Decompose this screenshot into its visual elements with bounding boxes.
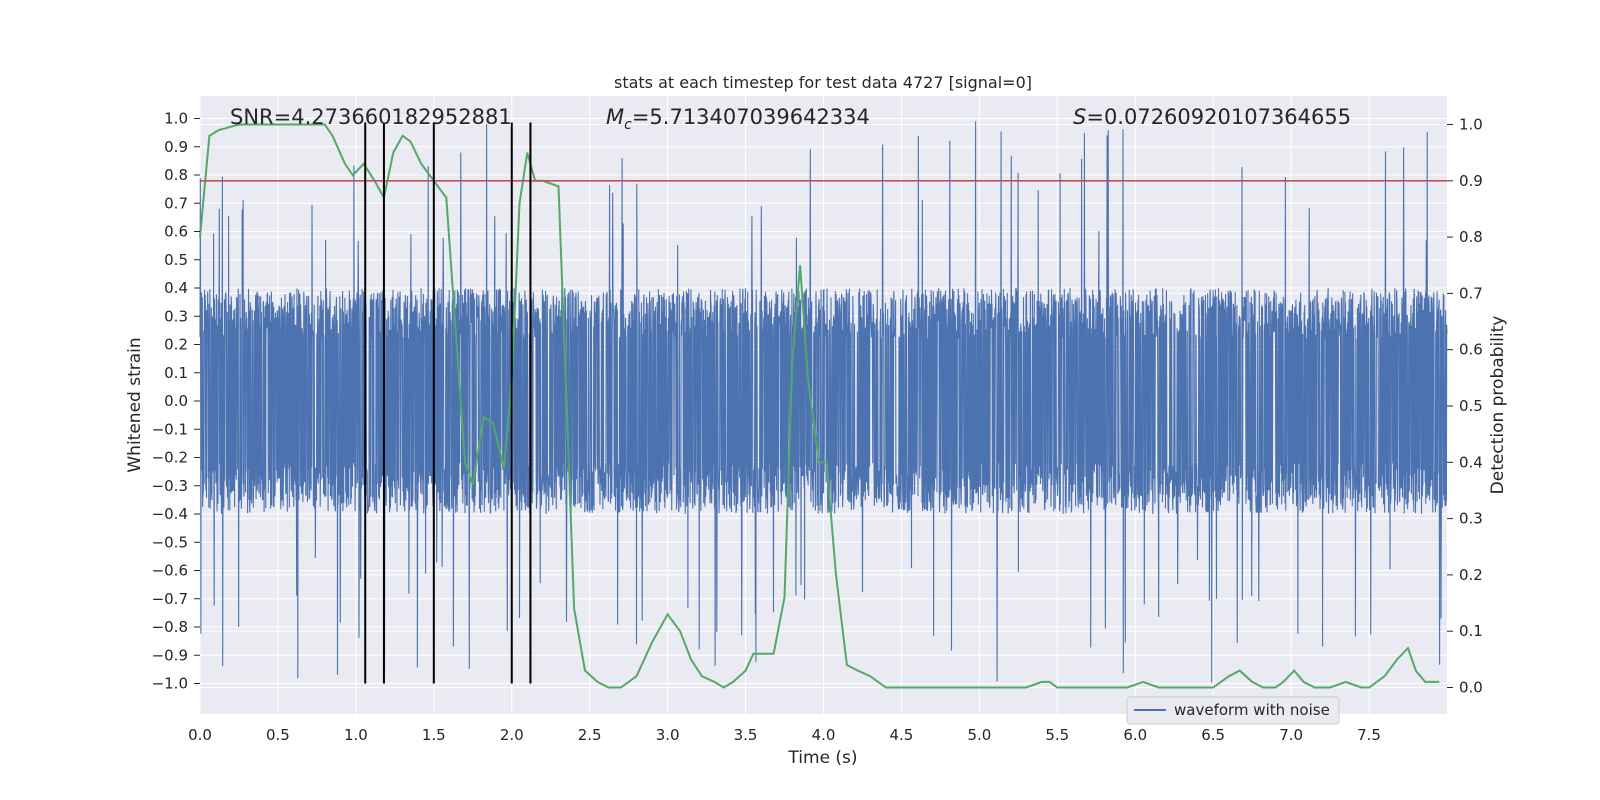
chirp-mass-annotation: Mc=5.713407039642334	[606, 105, 870, 133]
y-tick-label: 1.0	[164, 110, 188, 128]
waveform-series	[199, 121, 1448, 683]
y-tick-label: 0.3	[164, 307, 188, 325]
y-tick-label: 0.2	[164, 336, 188, 354]
x-tick-label: 0.0	[188, 726, 212, 744]
legend-label: waveform with noise	[1174, 701, 1330, 719]
y2-axis-title: Detection probability	[1488, 316, 1508, 495]
y2-tick-label: 0.1	[1459, 622, 1483, 640]
y-tick-label: 0.1	[164, 364, 188, 382]
y2-tick-label: 0.9	[1459, 172, 1483, 190]
y-tick-label: −0.1	[152, 420, 188, 438]
y-tick-label: −1.0	[152, 675, 188, 693]
s-annotation: S=0.07260920107364655	[1073, 105, 1351, 129]
x-tick-label: 6.0	[1123, 726, 1147, 744]
x-tick-label: 3.0	[656, 726, 680, 744]
x-tick-label: 7.0	[1279, 726, 1303, 744]
chart-title: stats at each timestep for test data 472…	[614, 73, 1032, 92]
y-tick-label: 0.8	[164, 166, 188, 184]
probability-series	[199, 123, 1440, 689]
y2-tick-label: 0.4	[1459, 453, 1483, 471]
y-tick-label: 0.0	[164, 392, 188, 410]
y-tick-label: −0.4	[152, 505, 188, 523]
y-tick-label: −0.6	[152, 562, 188, 580]
snr-annotation: SNR=4.273660182952881	[230, 105, 512, 129]
y2-tick-label: 0.7	[1459, 284, 1483, 302]
y2-tick-label: 0.6	[1459, 341, 1483, 359]
s-symbol: S	[1073, 105, 1086, 129]
y-tick-label: −0.2	[152, 449, 188, 467]
y2-tick-label: 1.0	[1459, 116, 1483, 134]
y-tick-label: 0.4	[164, 279, 188, 297]
chirp-mass-subscript: c	[624, 117, 632, 133]
y-tick-label: 0.7	[164, 194, 188, 212]
chirp-mass-symbol: M	[606, 105, 624, 129]
chirp-mass-value: =5.713407039642334	[632, 105, 870, 129]
vertical-markers	[364, 122, 532, 684]
x-tick-label: 4.0	[812, 726, 836, 744]
y-tick-label: −0.8	[152, 618, 188, 636]
y-tick-label: 0.6	[164, 223, 188, 241]
waveform-line	[199, 121, 1448, 683]
y-tick-label: 0.9	[164, 138, 188, 156]
tick-labels: 0.0 0.5 1.0 1.5 2.0 2.5 3.0 3.5 4.0 4.5 5.0 5.5 6.0 6…	[152, 110, 1483, 745]
y-tick-label: −0.3	[152, 477, 188, 495]
x-tick-label: 1.0	[344, 726, 368, 744]
x-tick-label: 4.5	[890, 726, 914, 744]
y-tick-label: 0.5	[164, 251, 188, 269]
y2-tick-label: 0.3	[1459, 510, 1483, 528]
y-tick-label: −0.7	[152, 590, 188, 608]
x-tick-label: 6.5	[1201, 726, 1225, 744]
y-tick-label: −0.9	[152, 646, 188, 664]
x-tick-label: 0.5	[266, 726, 290, 744]
x-tick-label: 3.5	[734, 726, 758, 744]
y-tick-label: −0.5	[152, 533, 188, 551]
x-tick-label: 7.5	[1357, 726, 1381, 744]
y2-tick-label: 0.5	[1459, 397, 1483, 415]
x-axis-title: Time (s)	[787, 748, 857, 768]
x-tick-label: 5.5	[1045, 726, 1069, 744]
s-value: =0.07260920107364655	[1086, 105, 1351, 129]
x-tick-label: 5.0	[967, 726, 991, 744]
y2-tick-label: 0.2	[1459, 566, 1483, 584]
x-tick-label: 2.5	[578, 726, 602, 744]
legend: waveform with noise	[1126, 696, 1340, 725]
x-tick-label: 1.5	[422, 726, 446, 744]
x-tick-label: 2.0	[500, 726, 524, 744]
legend-box	[1126, 696, 1340, 725]
y2-tick-label: 0.0	[1459, 679, 1483, 697]
y-axis-title: Whitened strain	[125, 337, 145, 472]
probability-line	[199, 123, 1440, 689]
y2-tick-label: 0.8	[1459, 228, 1483, 246]
